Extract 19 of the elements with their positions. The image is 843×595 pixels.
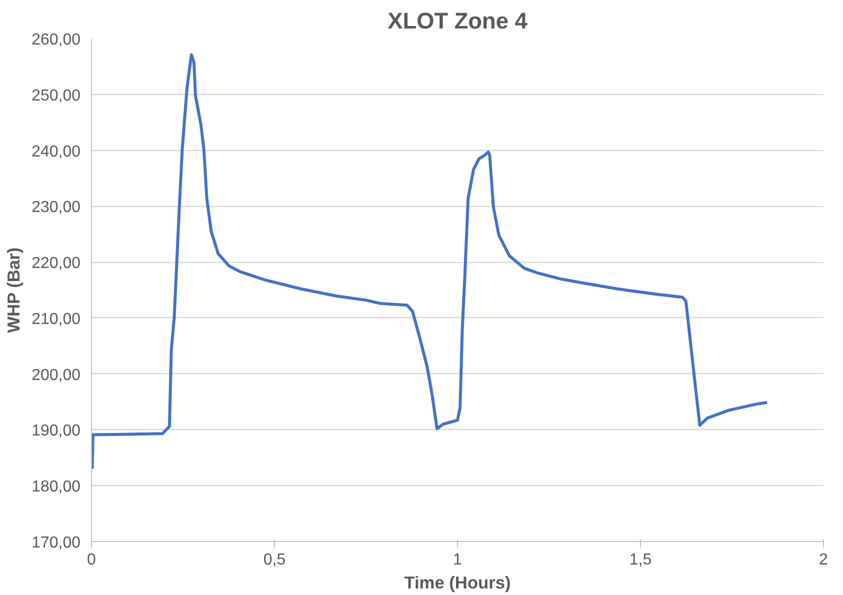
y-tick-label: 190,00 — [32, 422, 81, 440]
y-tick-label: 170,00 — [32, 534, 81, 552]
x-tick-label: 0,5 — [263, 552, 286, 568]
y-tick-label: 220,00 — [32, 255, 81, 272]
y-tick-label: 260,00 — [32, 32, 81, 48]
y-tick-label: 180,00 — [32, 478, 81, 496]
y-tick-label: 210,00 — [32, 310, 81, 328]
line-series — [92, 53, 769, 470]
x-tick-label: 1,5 — [629, 552, 652, 568]
x-axis-title: Time (Hours) — [404, 572, 511, 592]
x-tick-label: 0 — [87, 552, 96, 568]
y-tick-label: 250,00 — [32, 87, 81, 104]
y-axis-title: WHP (Bar) — [4, 247, 24, 333]
y-tick-label: 230,00 — [32, 199, 81, 216]
x-tick-label: 1 — [453, 552, 462, 568]
y-tick-label: 240,00 — [32, 143, 81, 160]
y-tick-label: 200,00 — [32, 366, 81, 384]
x-tick-label: 2 — [819, 552, 828, 568]
chart-title: XLOT Zone 4 — [388, 8, 528, 34]
